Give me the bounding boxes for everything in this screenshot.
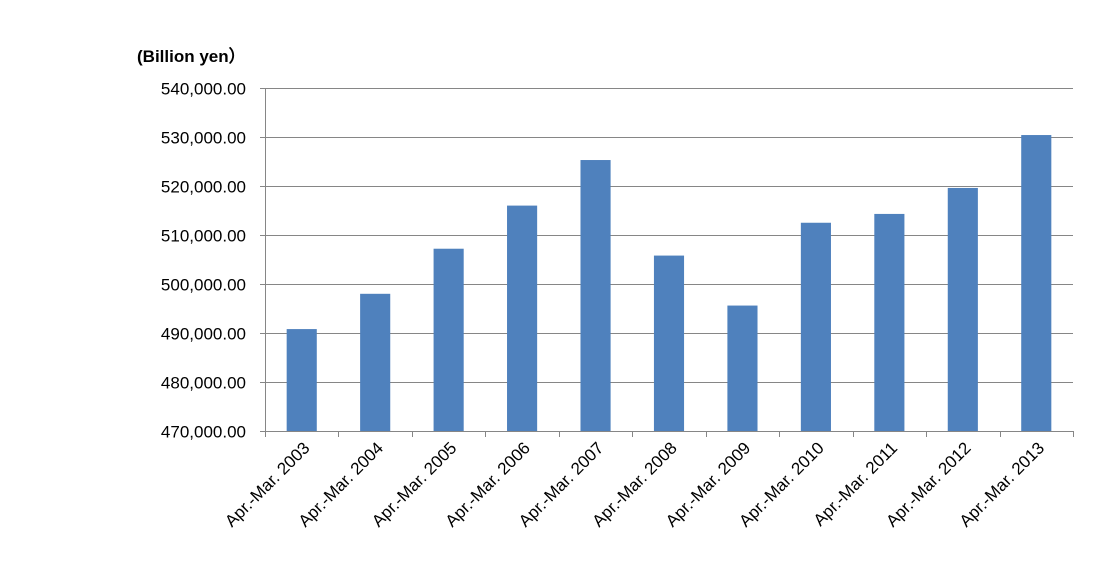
- y-tick-label: 470,000.00: [161, 423, 246, 442]
- bar: [286, 329, 317, 431]
- y-tick-label: 480,000.00: [161, 374, 246, 393]
- y-tick-label: 490,000.00: [161, 325, 246, 344]
- bar: [653, 255, 685, 431]
- bar: [874, 213, 905, 431]
- y-axis-unit-label: (Billion yen）: [137, 47, 246, 66]
- bar: [433, 248, 464, 431]
- y-tick-label: 530,000.00: [161, 129, 246, 148]
- bar: [727, 305, 758, 431]
- bar: [580, 160, 611, 431]
- bar: [1021, 135, 1052, 432]
- y-tick-label: 500,000.00: [161, 276, 246, 295]
- bar: [947, 187, 978, 431]
- y-tick-label: 510,000.00: [161, 227, 246, 246]
- y-tick-label: 520,000.00: [161, 178, 246, 197]
- bar: [507, 205, 538, 431]
- bar: [360, 293, 391, 431]
- y-tick-label: 540,000.00: [161, 80, 246, 99]
- bar: [800, 222, 831, 431]
